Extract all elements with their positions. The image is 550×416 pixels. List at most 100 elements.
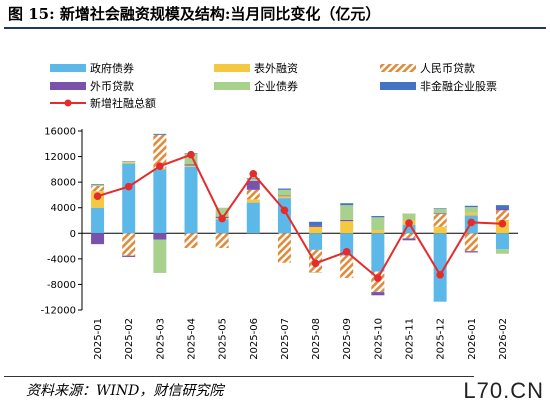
x-tick-label: 2025-11 [405,318,416,360]
bar-segment-series5-2025-04 [184,154,198,165]
legend-swatch-2 [214,64,250,72]
bar-segment-series3-2026-02 [495,210,509,220]
title-divider [4,27,546,29]
bar-segment-series4-2025-08 [309,225,323,227]
bar-segment-series2-2025-02 [122,162,136,164]
bar-segment-series6-2025-06 [246,178,260,179]
bar-segment-series1-2025-07 [277,198,291,234]
bar-segment-series5-2025-06 [246,178,260,181]
bar-segment-series5-2025-12 [433,208,447,214]
bar-segment-series1-2025-02 [122,163,136,234]
bar-segment-series1-2025-04 [184,166,198,234]
bar-segment-series5-2025-11 [402,213,416,221]
legend-label-3: 人民币贷款 [420,61,475,75]
chart-title: 图 15: 新增社会融资规模及结构:当月同比变化（亿元） [8,5,381,23]
bar-segment-series2-2025-10 [371,230,385,234]
bar-segment-series5-2026-02 [495,249,509,254]
bar-segment-series5-2025-03 [153,239,167,273]
bar-segment-series6-2026-02 [495,205,509,209]
legend-label-2: 表外融资 [254,61,298,75]
legend-swatch-5 [214,82,250,90]
legend-label-line: 新增社融总额 [90,96,156,110]
bar-segment-series1-2026-02 [495,233,509,250]
bar-segment-series4-2025-09 [340,219,354,222]
total-line-point-2025-07 [280,206,289,215]
y-tick-label: 0 [70,229,76,240]
bar-segment-series6-2026-01 [464,205,478,208]
chart-line-series [93,150,507,282]
bar-segment-series5-2025-02 [122,161,136,163]
bar-segment-series3-2025-02 [122,233,136,256]
x-tick-label: 2025-05 [218,318,229,360]
bar-segment-series2-2025-12 [433,226,447,234]
x-tick-label: 2026-02 [498,318,509,360]
bar-segment-series6-2025-12 [433,208,447,209]
total-line-path [97,153,503,280]
bar-segment-series2-2025-09 [340,221,354,234]
total-line-point-2026-01 [467,218,476,227]
x-tick-label: 2025-06 [249,318,260,360]
bar-segment-series4-2026-02 [495,208,509,211]
bar-segment-series2-2025-06 [246,199,260,203]
x-tick-label: 2025-10 [373,318,384,360]
bar-segment-series3-2025-04 [184,233,198,248]
chart-axes: -12000 -8000 -4000 0 4000 8000 12000 16000 2025-… [41,127,518,360]
total-line-point-2025-06 [249,170,258,178]
total-line-point-2025-01 [93,192,102,201]
bar-segment-series6-2025-08 [309,221,323,226]
bar-segment-series6-2025-10 [371,216,385,218]
bar-segment-series5-2025-08 [309,272,323,273]
total-line-point-2025-03 [156,162,164,170]
x-tick-label: 2025-04 [187,318,198,360]
source-divider [4,376,474,377]
bar-segment-series4-2025-06 [246,180,260,190]
bar-segment-series1-2025-06 [246,202,260,234]
legend-label-1: 政府债券 [90,61,134,75]
y-tick-label: 8000 [51,178,76,189]
legend-swatch-4 [50,82,86,90]
bar-segment-series3-2025-06 [246,189,260,200]
legend-line-marker [64,99,72,107]
bar-segment-series5-2025-10 [371,217,385,231]
x-tick-label: 2025-01 [93,318,104,360]
bar-segment-series5-2025-07 [277,189,291,196]
bar-segment-series6-2025-01 [91,184,105,185]
bar-segment-series1-2025-10 [371,233,385,272]
total-line-point-2025-11 [405,219,413,227]
total-line-point-2025-04 [187,150,195,159]
total-line-point-2025-05 [218,214,226,223]
bar-segment-series1-2025-03 [153,169,167,234]
legend-label-4: 外币贷款 [90,79,134,93]
bar-segment-series3-2025-09 [340,255,354,279]
bar-segment-series5-2025-09 [340,205,354,220]
bar-segment-series3-2025-03 [153,134,167,169]
total-line-point-2025-08 [311,259,320,268]
bar-segment-series3-2025-07 [277,233,291,263]
total-line-point-2025-10 [374,274,382,282]
bar-segment-series2-2026-01 [464,212,478,216]
chart-bars [91,133,509,302]
y-tick-label: -8000 [47,280,76,291]
legend-label-6: 非金融企业股票 [420,79,497,93]
y-tick-label: -4000 [47,254,76,265]
total-line-point-2025-02 [124,182,133,191]
y-tick-label: 4000 [51,203,76,214]
legend-swatch-1 [50,64,86,72]
bar-segment-series3-2026-01 [464,233,478,252]
source-note: 资料来源：WIND，财信研究院 [26,383,224,399]
bar-segment-series2-2025-04 [184,165,198,167]
legend-swatch-6 [380,82,416,90]
total-line-point-2025-12 [436,271,444,279]
bar-segment-series1-2025-12 [433,233,447,302]
x-tick-label: 2026-01 [467,318,478,360]
watermark-logo: L70.CN [463,378,544,403]
x-tick-label: 2025-09 [342,318,353,360]
total-line-point-2026-02 [498,219,507,228]
bar-segment-series1-2025-08 [309,233,323,250]
bar-segment-series6-2025-09 [340,203,354,206]
bar-segment-series5-2025-01 [91,184,105,186]
bar-segment-series4-2026-01 [464,251,478,253]
bar-segment-series4-2025-11 [402,238,416,241]
